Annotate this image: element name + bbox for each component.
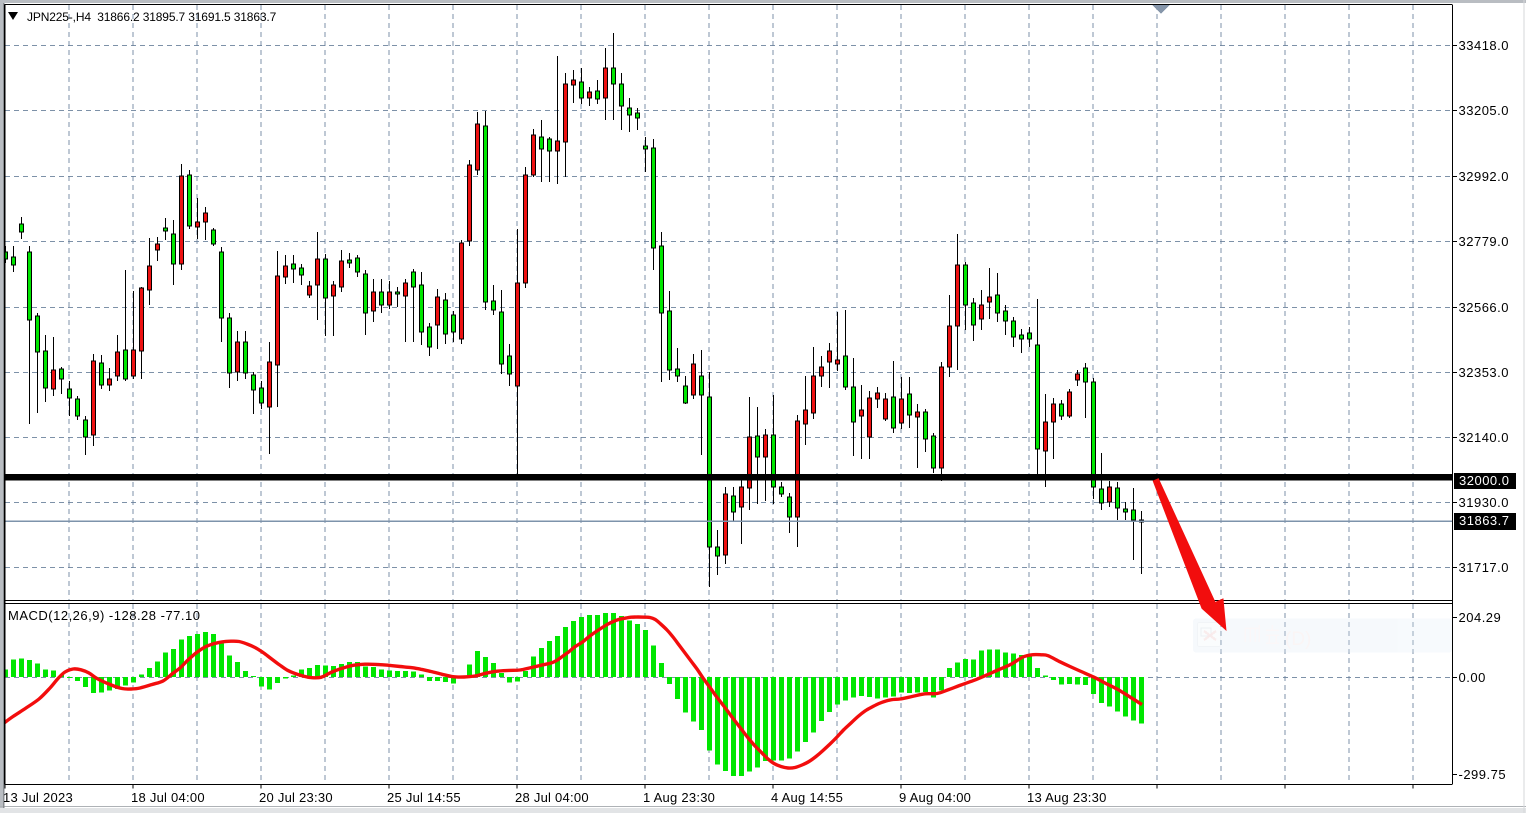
svg-text:(D): (D) bbox=[1285, 629, 1311, 650]
